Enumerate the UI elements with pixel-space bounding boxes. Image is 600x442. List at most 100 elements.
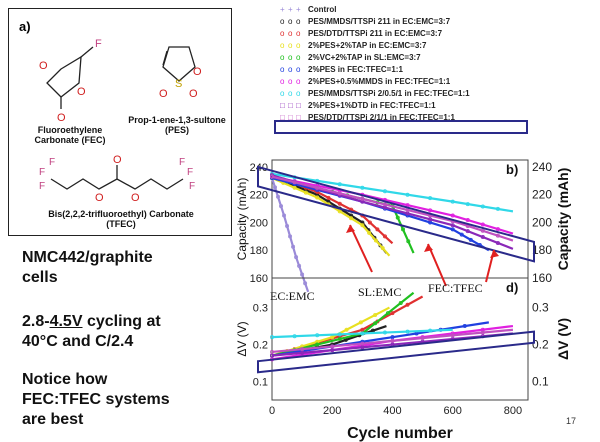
y-tick-label: 0.1	[253, 377, 268, 389]
series-point	[382, 330, 387, 335]
series-point	[465, 218, 470, 223]
annotation-label: FEC:TFEC	[428, 281, 483, 295]
bullet-cells-line1: NMC442/graphite	[22, 249, 153, 266]
legend-marker: +	[288, 5, 293, 14]
series-line	[271, 328, 514, 354]
legend-marker: □	[288, 113, 293, 122]
series-point	[405, 302, 410, 307]
legend-label: PES/DTD/TTSPi 211 in EC:EMC=3:7	[308, 29, 443, 38]
panel-label: b)	[506, 162, 518, 177]
y-tick-label-right: 0.1	[532, 375, 549, 389]
series-point	[390, 311, 395, 316]
legend-marker: o	[280, 53, 285, 62]
pes-oxygen-atom-3: O	[189, 88, 198, 100]
legend-label: PES/DTD/TTSPi 2/1/1 in FEC:TFEC=1:1	[308, 113, 455, 122]
series-line	[271, 321, 490, 357]
panel-label: d)	[506, 280, 518, 295]
legend-marker: o	[280, 29, 285, 38]
series-point	[315, 342, 320, 347]
fec-oxygen-atom-3: O	[57, 112, 66, 124]
tfec-fluorine-atom-1: F	[39, 167, 45, 178]
cycling-voltage: 4.5V	[49, 313, 83, 330]
series-point	[270, 174, 275, 179]
series-point	[360, 223, 365, 228]
pes-caption: Prop-1-ene-1,3-sultone (PES)	[121, 115, 233, 136]
series-point	[406, 239, 411, 244]
y-tick-label: 160	[250, 273, 268, 285]
plot-frame	[271, 159, 529, 279]
series-point	[279, 204, 284, 209]
series-point	[270, 349, 275, 354]
series-point	[292, 180, 297, 185]
series-point	[273, 185, 278, 190]
x-tick-label: 400	[383, 405, 401, 417]
series-point	[288, 234, 293, 239]
legend-marker: o	[280, 41, 285, 50]
series-point	[344, 327, 349, 332]
tfec-caption-line1: Bis(2,2,2-trifluoroethyl) Carbonate	[48, 209, 194, 219]
series-point	[291, 244, 296, 249]
series-point	[330, 348, 335, 353]
bullet-cells: NMC442/graphite cells	[22, 248, 153, 288]
series-point	[462, 324, 467, 329]
fec-caption-line2: Carbonate (FEC)	[34, 135, 106, 146]
series-point	[337, 332, 342, 337]
capacity-panel: 160180200220240160180200220240b)Capacity…	[235, 159, 571, 293]
series-point	[480, 222, 485, 227]
series-point	[349, 216, 354, 221]
pes-structure	[162, 46, 196, 82]
tfec-fluorine-atom-3: F	[39, 181, 45, 192]
fec-caption: Fluoroethylene Carbonate (FEC)	[15, 125, 125, 146]
series-point	[315, 333, 320, 338]
series-point	[360, 196, 365, 201]
x-tick-label: 800	[504, 405, 522, 417]
legend-marker: □	[280, 113, 285, 122]
molecule-panel: a) F O O O S O O O O O O F F F F F F	[8, 8, 232, 236]
legend-marker: o	[280, 17, 285, 26]
series-point	[337, 182, 342, 187]
series-point	[300, 272, 305, 277]
y-tick-label-right: 200	[532, 215, 552, 229]
legend-marker: □	[296, 101, 301, 110]
tfec-fluorine-atom-5: F	[179, 157, 185, 168]
legend-marker: o	[280, 65, 285, 74]
series-point	[337, 209, 342, 214]
tfec-caption: Bis(2,2,2-trifluoroethyl) Carbonate (TFE…	[15, 209, 227, 230]
series-line	[271, 332, 514, 357]
pes-oxygen-atom-1: O	[193, 66, 202, 78]
legend-label: 2%VC+2%TAP in SL:EMC=3:7	[308, 53, 421, 62]
series-line	[270, 177, 310, 293]
series-point	[330, 344, 335, 349]
tfec-fluorine-atom-2: F	[49, 157, 55, 168]
legend-label: 2%PES+1%DTD in FEC:TFEC=1:1	[308, 101, 436, 110]
legend-marker: o	[280, 89, 285, 98]
fec-caption-line1: Fluoroethylene	[37, 125, 103, 135]
series-point	[385, 311, 390, 316]
series-point	[337, 191, 342, 196]
series-point	[373, 321, 378, 326]
series-point	[420, 336, 425, 341]
series-point	[495, 240, 500, 245]
series-point	[398, 300, 403, 305]
series-point	[292, 334, 297, 339]
series-line	[271, 175, 514, 242]
legend-marker: o	[288, 77, 293, 86]
tfec-fluorine-atom-4: F	[187, 167, 193, 178]
series-point	[495, 206, 500, 211]
molecule-structures: a) F O O O S O O O O O O F F F F F F	[19, 19, 202, 204]
y-axis-label-right: Capacity (mAh)	[555, 168, 571, 271]
bullet-cycling-line1: 2.8-4.5V cycling at	[22, 312, 161, 332]
legend-marker: o	[280, 77, 285, 86]
bullet-cells-line2: cells	[22, 269, 58, 286]
legend-label: 2%PES in FEC:TFEC=1:1	[308, 65, 403, 74]
series-point	[315, 339, 320, 344]
tfec-oxygen-atom-2: O	[95, 192, 104, 204]
series-point	[303, 281, 308, 286]
series-point	[465, 202, 470, 207]
legend-marker: +	[280, 5, 285, 14]
cycling-suffix: cycling at	[82, 313, 161, 330]
bullet-cycling-line2: 40°C and C/2.4	[22, 333, 134, 350]
bullet-notice: Notice how FEC:TFEC systems are best	[22, 370, 170, 430]
series-point	[360, 331, 365, 336]
legend-label: Control	[308, 5, 336, 14]
